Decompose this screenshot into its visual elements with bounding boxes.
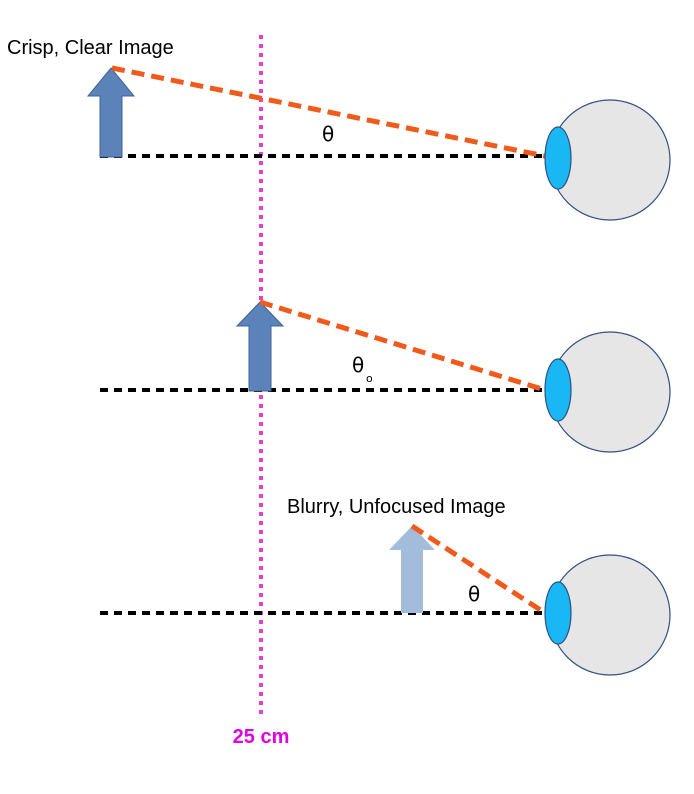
object-arrow-bottom bbox=[389, 526, 435, 613]
eye-top bbox=[544, 99, 671, 221]
object-arrow-top bbox=[86, 67, 136, 158]
angle-theta-top: θ bbox=[322, 122, 334, 146]
row-bottom: Blurry, Unfocused Image θ bbox=[100, 496, 671, 676]
object-arrow-middle bbox=[235, 301, 285, 392]
label-crisp-image: Crisp, Clear Image bbox=[7, 37, 174, 59]
row-middle: θ o bbox=[100, 299, 671, 453]
sight-line-top bbox=[111, 65, 546, 159]
eye-middle bbox=[544, 331, 671, 453]
label-blurry-image: Blurry, Unfocused Image bbox=[287, 496, 506, 518]
angle-theta-o-subscript: o bbox=[366, 372, 373, 385]
eye-bottom bbox=[544, 554, 671, 676]
cornea-icon bbox=[544, 581, 572, 645]
up-arrow-icon bbox=[235, 301, 285, 392]
angle-theta-o: θ bbox=[352, 353, 364, 377]
up-arrow-icon bbox=[86, 67, 136, 158]
angle-theta-bottom: θ bbox=[468, 582, 480, 606]
row-top: Crisp, Clear Image θ bbox=[7, 37, 671, 221]
cornea-icon bbox=[544, 126, 572, 190]
sight-line-bottom bbox=[410, 523, 547, 616]
cornea-icon bbox=[544, 358, 572, 422]
distance-label: 25 cm bbox=[233, 726, 290, 748]
up-arrow-icon bbox=[389, 526, 435, 613]
sight-line-middle bbox=[259, 299, 546, 393]
